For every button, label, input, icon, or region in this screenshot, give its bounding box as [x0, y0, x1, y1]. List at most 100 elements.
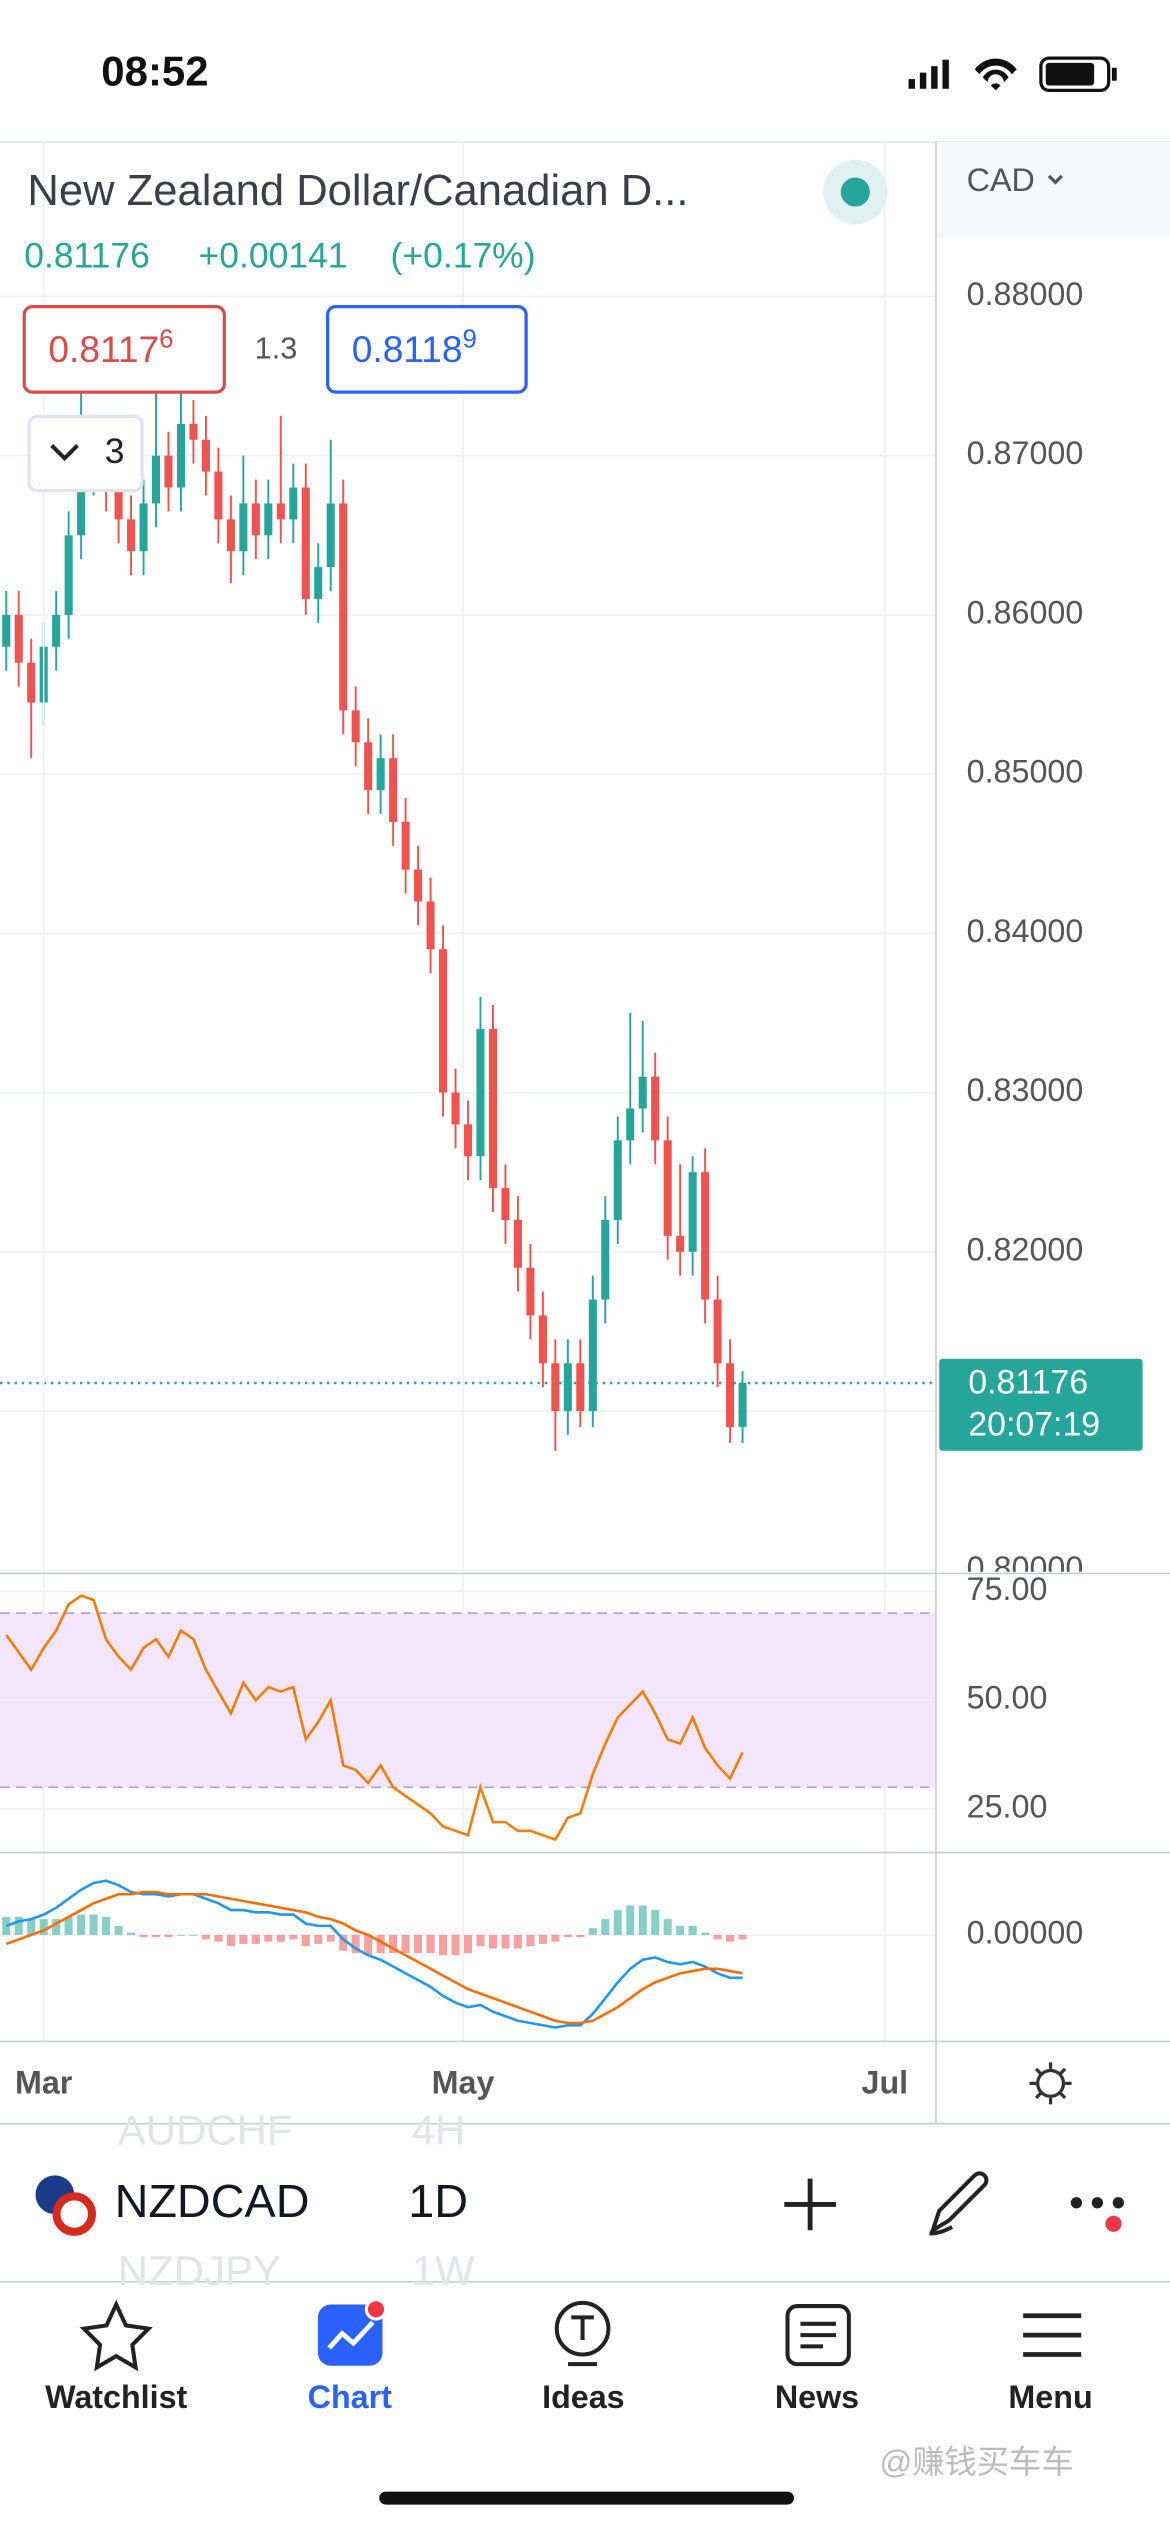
histogram-bar [426, 1934, 435, 1953]
tab-label[interactable]: Watchlist [45, 2379, 187, 2415]
menu-icon[interactable] [1023, 2313, 1082, 2357]
y-tick-label: 25.00 [967, 1789, 1048, 1825]
histogram-bar [451, 1934, 460, 1956]
flag [35, 2175, 97, 2236]
histogram-bar [638, 1905, 647, 1935]
chart-icon-line [327, 2320, 375, 2350]
tab-label[interactable]: Ideas [542, 2379, 625, 2415]
histogram-bar [339, 1934, 348, 1951]
frame [0, 142, 1170, 2283]
y-tick-label: 50.00 [967, 1680, 1048, 1716]
histogram-bar [189, 1934, 198, 1936]
histogram-bar [264, 1934, 273, 1942]
candle-body [688, 1172, 697, 1252]
chart-badge [364, 2298, 388, 2321]
histogram-bar [52, 1919, 61, 1935]
histogram-bar [239, 1934, 248, 1944]
last-price-label [939, 1358, 1143, 1451]
candle-body [239, 503, 248, 552]
more-button[interactable] [1070, 2197, 1124, 2232]
histogram-bar [301, 1934, 310, 1947]
currency-select[interactable]: CAD [967, 162, 1035, 198]
y-tick-label: 0.86000 [967, 594, 1084, 630]
candle-body [226, 519, 235, 552]
price-change: +0.00141 [199, 236, 348, 276]
countdown: 20:07:19 [968, 1406, 1100, 1444]
candle-body [2, 614, 11, 647]
chart-icon[interactable] [317, 2304, 383, 2366]
histogram-bar [326, 1934, 335, 1942]
candle-body [77, 471, 86, 536]
histogram-bar [414, 1934, 423, 1953]
candle-body [463, 1124, 473, 1157]
ask-main: 0.8118 [352, 328, 463, 370]
candle-body [563, 1363, 572, 1412]
spread: 1.3 [255, 331, 298, 365]
candle-body [738, 1382, 747, 1427]
candle-body [326, 503, 335, 568]
watchlist-icon[interactable] [79, 2299, 153, 2372]
histogram-bar [676, 1925, 685, 1935]
draw-button[interactable] [929, 2171, 989, 2236]
ideas-icon[interactable] [554, 2300, 611, 2367]
y-tick-label: 0.00000 [967, 1914, 1084, 1950]
price-pane: 0.800000.810000.820000.830000.840000.850… [0, 276, 1084, 1572]
tab-label[interactable]: Chart [308, 2379, 393, 2415]
y-tick-label: 0.83000 [967, 1072, 1084, 1108]
histogram-bar [713, 1934, 722, 1940]
candle-body [151, 455, 161, 504]
candle-body [488, 1028, 497, 1189]
candle-body [701, 1172, 710, 1300]
candle-body [538, 1315, 547, 1364]
candle-body [638, 1076, 647, 1109]
candle-body [314, 567, 323, 599]
histogram-bar [551, 1934, 560, 1942]
candle-body [364, 742, 373, 791]
histogram-bar [289, 1934, 298, 1940]
currency-chevron [1047, 174, 1064, 185]
tab-bar: Watchlist Chart Ideas News Menu [45, 2379, 1093, 2415]
indicator-toggle[interactable] [27, 414, 144, 493]
candle-body [526, 1267, 535, 1316]
histogram-bar [576, 1934, 585, 1938]
candle-body [301, 487, 310, 599]
ask-price: 0.81189 [352, 325, 477, 369]
last-price: 0.81176 [24, 236, 150, 276]
histogram-bar [463, 1934, 473, 1953]
symbol[interactable]: NZDCAD [115, 2175, 310, 2227]
tab-label[interactable]: Menu [1008, 2379, 1092, 2415]
buy-button[interactable] [325, 305, 528, 394]
candle-body [451, 1092, 460, 1125]
candle-body [551, 1363, 560, 1412]
candle-body [414, 869, 423, 902]
histogram-bar [89, 1914, 98, 1935]
status-icons [908, 56, 1117, 92]
watermark: @赚钱买车车 [880, 2444, 1074, 2480]
histogram-bar [439, 1934, 448, 1956]
candle-body [401, 821, 410, 870]
candle-body [251, 503, 260, 536]
next-interval: 1W [412, 2247, 475, 2294]
interval[interactable]: 1D [408, 2175, 468, 2227]
tab-label[interactable]: News [775, 2379, 859, 2415]
add-button[interactable] [784, 2178, 836, 2231]
candle-body [476, 1028, 485, 1157]
candle-body [726, 1363, 735, 1427]
histogram-bar [139, 1934, 148, 1938]
candle-body [713, 1299, 722, 1364]
y-tick-label: 75.00 [967, 1571, 1048, 1607]
indicator-line [5, 1879, 743, 2029]
x-tick-label: May [432, 2065, 495, 2101]
price-change-pct: (+0.17%) [391, 236, 536, 276]
candle-body [351, 710, 360, 743]
candle-body [513, 1219, 522, 1268]
histogram-bar [389, 1934, 398, 1953]
next-symbol: NZDJPY [118, 2247, 281, 2294]
histogram-bar [64, 1916, 73, 1935]
histogram-bar [601, 1919, 610, 1935]
news-icon[interactable] [785, 2304, 851, 2367]
settings-icon[interactable] [1029, 2062, 1072, 2105]
bid-price: 0.81176 [48, 325, 173, 369]
histogram-bar [14, 1916, 23, 1935]
sell-button[interactable] [22, 305, 226, 394]
